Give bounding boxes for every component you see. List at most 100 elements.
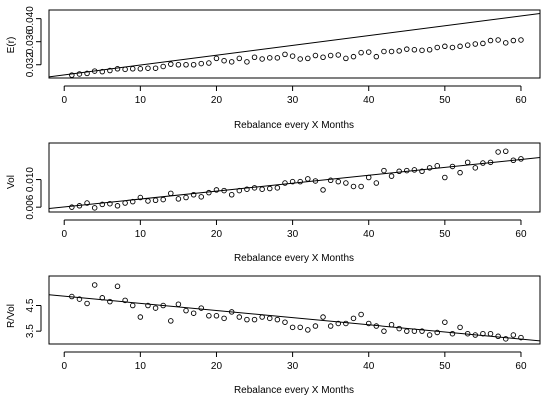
plot-area-border — [48, 9, 541, 79]
data-point — [434, 163, 440, 169]
data-point — [129, 66, 136, 72]
data-point — [198, 194, 204, 200]
data-point — [91, 68, 98, 74]
x-tick-label: 20 — [211, 361, 223, 372]
data-point — [411, 167, 418, 173]
x-axis: 0 10 20 30 40 50 60 — [61, 219, 527, 240]
data-point — [84, 200, 90, 206]
data-point — [404, 328, 410, 334]
x-tick-label: 10 — [135, 229, 147, 240]
data-point — [175, 196, 182, 202]
data-point — [480, 40, 486, 47]
data-point — [160, 302, 166, 309]
data-point — [267, 315, 273, 322]
data-point — [350, 315, 357, 322]
x-tick-label: 20 — [211, 95, 223, 106]
data-point — [305, 55, 311, 62]
data-point — [487, 330, 494, 337]
data-point — [183, 194, 189, 201]
data-point — [137, 314, 144, 320]
data-point — [297, 324, 303, 331]
data-marks — [49, 12, 540, 78]
data-point — [358, 183, 364, 190]
trend-line — [49, 294, 540, 342]
data-point — [396, 325, 402, 332]
y-axis-title: E(r) — [6, 37, 17, 54]
x-tick-label: 0 — [61, 95, 67, 106]
y-tick-label: 0.036 — [25, 29, 36, 54]
x-axis: 0 10 20 30 40 50 60 — [61, 351, 527, 372]
data-point — [274, 316, 281, 323]
data-marks — [49, 148, 540, 211]
data-point — [442, 319, 448, 325]
data-point — [221, 57, 227, 64]
data-point — [129, 302, 136, 309]
data-point — [152, 197, 159, 204]
x-tick-label: 30 — [287, 361, 299, 372]
data-point — [305, 176, 311, 182]
x-tick-label: 40 — [363, 95, 375, 106]
data-point — [381, 167, 387, 174]
data-point — [464, 42, 471, 48]
data-point — [464, 159, 471, 166]
data-point — [152, 65, 159, 71]
data-point — [206, 189, 212, 196]
data-point — [495, 333, 501, 340]
data-point — [327, 177, 334, 184]
x-tick-label: 60 — [515, 361, 527, 372]
data-point — [495, 149, 501, 155]
data-point — [358, 311, 364, 318]
data-point — [137, 194, 144, 201]
data-point — [145, 65, 151, 71]
data-point — [168, 318, 174, 324]
data-point — [274, 185, 281, 191]
data-point — [373, 323, 380, 329]
data-point — [137, 66, 144, 72]
x-tick-label: 0 — [61, 229, 67, 240]
data-point — [510, 332, 517, 338]
x-axis-title: Rebalance every X Months — [234, 385, 354, 396]
data-point — [480, 330, 486, 337]
data-point — [267, 55, 273, 61]
data-point — [358, 49, 364, 56]
data-point — [343, 180, 349, 186]
data-point — [107, 67, 113, 74]
x-tick-label: 0 — [61, 361, 67, 372]
data-point — [282, 180, 288, 186]
data-point — [84, 300, 90, 307]
data-point — [320, 314, 326, 320]
data-point — [365, 174, 372, 181]
data-point — [419, 328, 425, 334]
data-point — [190, 191, 197, 198]
data-marks — [49, 282, 540, 342]
data-point — [160, 63, 166, 70]
data-point — [99, 201, 106, 208]
data-point — [160, 196, 166, 203]
panel-expected-return: Rebalance every X Months E(r) 0 10 20 30 40 5… — [6, 6, 541, 131]
data-point — [259, 314, 265, 320]
data-point — [518, 156, 524, 162]
data-point — [388, 173, 395, 179]
data-point — [251, 185, 258, 191]
data-point — [487, 159, 494, 166]
data-point — [350, 183, 357, 190]
data-point — [381, 48, 387, 55]
data-point — [442, 174, 448, 181]
data-point — [297, 178, 303, 185]
data-point — [411, 47, 418, 53]
x-tick-label: 40 — [363, 229, 375, 240]
data-point — [244, 186, 250, 192]
data-point — [107, 298, 113, 305]
y-tick-label: 0.032 — [25, 52, 36, 77]
data-point — [449, 44, 456, 51]
data-point — [320, 187, 326, 193]
data-point — [251, 316, 258, 323]
data-point — [518, 334, 524, 341]
data-point — [434, 329, 440, 336]
data-point — [480, 160, 486, 166]
data-point — [419, 47, 425, 54]
data-point — [373, 53, 380, 60]
data-point — [434, 44, 440, 51]
data-point — [404, 167, 410, 174]
plot-area-border — [48, 275, 541, 345]
